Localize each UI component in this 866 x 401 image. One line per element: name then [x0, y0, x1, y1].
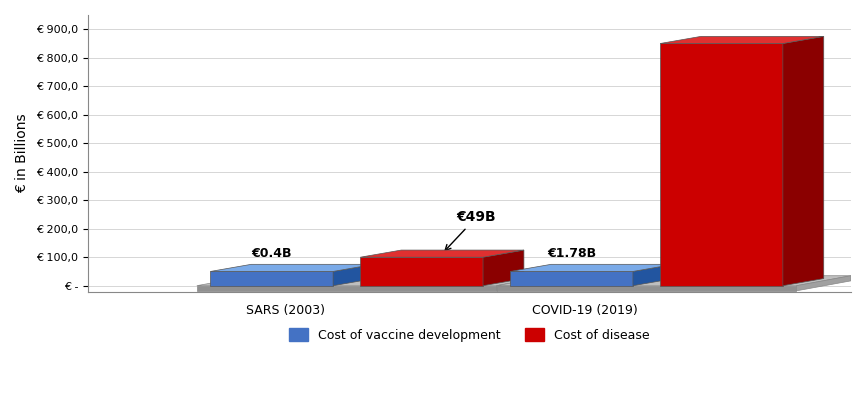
Text: €49B: €49B	[445, 211, 496, 251]
Text: €0.4B: €0.4B	[251, 247, 292, 260]
Text: > €1T: > €1T	[715, 66, 769, 84]
Polygon shape	[633, 264, 674, 286]
Polygon shape	[210, 264, 374, 271]
Polygon shape	[660, 43, 783, 286]
Polygon shape	[333, 264, 374, 286]
Polygon shape	[360, 250, 524, 257]
Polygon shape	[510, 264, 674, 271]
Text: €1.78B: €1.78B	[547, 247, 596, 260]
Polygon shape	[510, 271, 633, 286]
Polygon shape	[197, 276, 551, 286]
Polygon shape	[497, 276, 851, 286]
Polygon shape	[197, 286, 497, 291]
Polygon shape	[660, 36, 824, 43]
Polygon shape	[497, 276, 551, 291]
Polygon shape	[360, 257, 483, 286]
Polygon shape	[210, 271, 333, 286]
Polygon shape	[783, 36, 824, 286]
Polygon shape	[497, 286, 797, 291]
Polygon shape	[797, 276, 851, 291]
Legend: Cost of vaccine development, Cost of disease: Cost of vaccine development, Cost of dis…	[284, 323, 655, 347]
Polygon shape	[483, 250, 524, 286]
Y-axis label: € in Billions: € in Billions	[15, 114, 29, 193]
